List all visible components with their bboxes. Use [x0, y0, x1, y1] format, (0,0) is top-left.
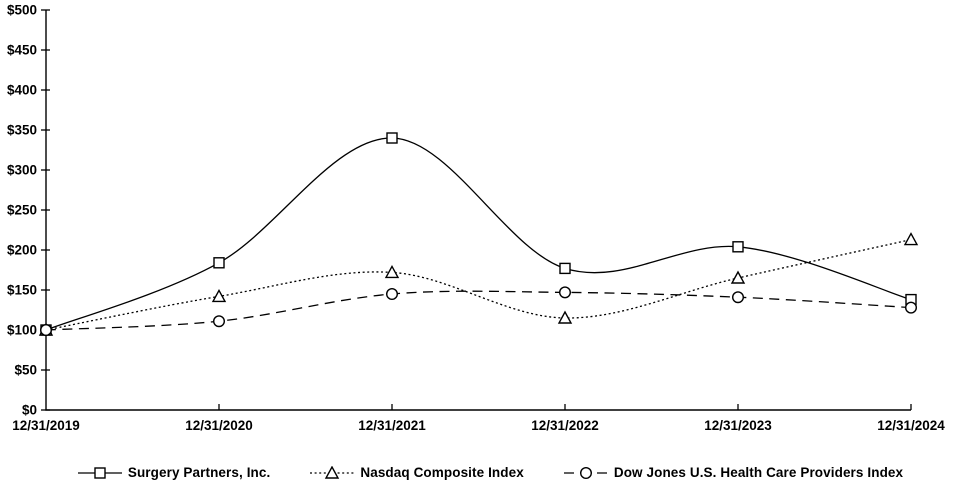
- series-line-1: [45, 238, 912, 331]
- series-2-marker: [212, 315, 225, 328]
- series-1-marker: [384, 264, 400, 279]
- y-axis-tick-label: $300: [7, 163, 37, 178]
- legend-label-nasdaq-composite: Nasdaq Composite Index: [360, 465, 524, 480]
- legend-sample-marker: [325, 465, 340, 479]
- y-axis-tick-label: $250: [7, 203, 37, 218]
- series-2-marker: [905, 301, 918, 314]
- series-2-marker: [40, 324, 53, 337]
- x-axis-tick-label: 12/31/2024: [877, 418, 945, 433]
- series-line-2: [45, 290, 912, 331]
- chart-plot-area: $500 $450 $400 $350 $300 $250 $200 $150 $100 $50 $…: [7, 3, 945, 434]
- series-0-marker: [213, 257, 225, 269]
- y-axis-tick-label: $350: [7, 123, 37, 138]
- series-1-marker: [211, 288, 227, 303]
- series-2-marker: [386, 288, 399, 301]
- y-axis-tick-label: $500: [7, 3, 37, 18]
- legend-item-surgery-partners: Surgery Partners, Inc.: [77, 465, 271, 480]
- y-axis-tick-label: $150: [7, 283, 37, 298]
- legend-item-dow-jones-health-care: Dow Jones U.S. Health Care Providers Ind…: [563, 465, 904, 480]
- series-1-marker: [730, 270, 746, 284]
- legend-square-marker-icon: [77, 466, 122, 479]
- legend-circle-marker-icon: [563, 466, 608, 479]
- x-axis-tick-label: 12/31/2022: [531, 418, 599, 433]
- series-0-marker: [732, 241, 744, 253]
- y-axis-tick-label: $0: [22, 403, 37, 418]
- series-0-marker: [386, 132, 398, 144]
- series-line-0: [45, 137, 912, 331]
- series-2-marker: [559, 286, 572, 299]
- y-axis-tick-label: $50: [14, 363, 37, 378]
- legend-sample-marker: [94, 466, 106, 479]
- x-axis-tick-label: 12/31/2021: [358, 418, 426, 433]
- series-2-marker: [732, 291, 745, 304]
- y-axis-tick-label: $450: [7, 43, 37, 58]
- legend-item-nasdaq-composite: Nasdaq Composite Index: [310, 465, 524, 480]
- series-1-marker: [903, 232, 919, 246]
- legend-sample-marker: [579, 466, 592, 479]
- series-0-marker: [559, 262, 571, 275]
- legend-label-dow-jones-health-care: Dow Jones U.S. Health Care Providers Ind…: [613, 465, 904, 480]
- series-1-marker: [557, 310, 573, 324]
- x-axis-tick-label: 12/31/2020: [185, 418, 253, 433]
- legend-triangle-marker-icon: [310, 465, 355, 479]
- y-axis-tick-label: $200: [7, 243, 37, 258]
- legend-label-surgery-partners: Surgery Partners, Inc.: [127, 465, 271, 480]
- y-axis-tick-label: $100: [7, 323, 37, 338]
- x-axis-tick-label: 12/31/2023: [704, 418, 772, 433]
- y-axis-tick-label: $400: [7, 83, 37, 98]
- chart-legend: Surgery Partners, Inc. Nasdaq Composite …: [0, 465, 953, 480]
- x-axis-tick-label: 12/31/2019: [12, 418, 80, 433]
